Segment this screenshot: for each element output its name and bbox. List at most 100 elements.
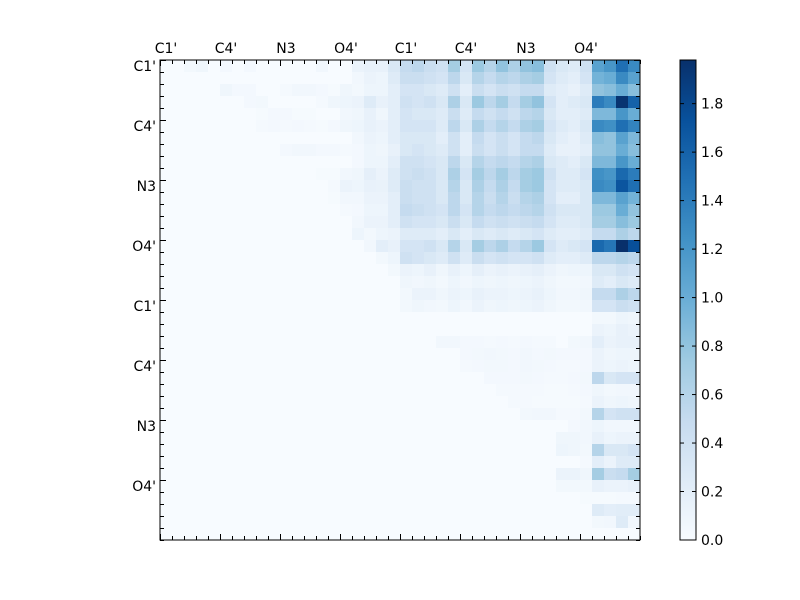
heatmap-cell (292, 144, 305, 157)
heatmap-cell (460, 312, 473, 325)
heatmap-cell (448, 480, 461, 493)
heatmap-cell (484, 336, 497, 349)
heatmap-cell (160, 444, 173, 457)
heatmap-cell (628, 180, 641, 193)
heatmap-cell (268, 480, 281, 493)
heatmap-cell (628, 456, 641, 469)
heatmap-cell (196, 300, 209, 313)
heatmap-cell (484, 108, 497, 121)
heatmap-cell (532, 504, 545, 517)
heatmap-cell (532, 132, 545, 145)
heatmap-cell (376, 168, 389, 181)
heatmap-cell (304, 384, 317, 397)
heatmap-cell (184, 480, 197, 493)
heatmap-cell (532, 444, 545, 457)
heatmap-cell (520, 180, 533, 193)
heatmap-cell (412, 396, 425, 409)
heatmap-cell (604, 228, 617, 241)
heatmap-cell (304, 432, 317, 445)
heatmap-cell (340, 348, 353, 361)
heatmap-cell (604, 252, 617, 265)
heatmap-cell (316, 228, 329, 241)
heatmap-cell (412, 108, 425, 121)
heatmap-cell (340, 276, 353, 289)
heatmap-cell (256, 312, 269, 325)
heatmap-cell (280, 516, 293, 529)
colorbar-tick-label: 1.4 (701, 194, 723, 210)
heatmap-cell (556, 516, 569, 529)
heatmap-cell (448, 192, 461, 205)
heatmap-cell (196, 444, 209, 457)
heatmap-cell (196, 120, 209, 133)
heatmap-cell (448, 300, 461, 313)
heatmap-cell (280, 120, 293, 133)
heatmap-cell (184, 456, 197, 469)
heatmap-cell (448, 288, 461, 301)
colorbar-tick-label: 0.6 (701, 388, 723, 404)
heatmap-cell (496, 516, 509, 529)
heatmap-cell (352, 432, 365, 445)
heatmap-cell (196, 432, 209, 445)
heatmap-cell (220, 132, 233, 145)
heatmap-cell (184, 252, 197, 265)
heatmap-cell (628, 252, 641, 265)
heatmap-cell (628, 96, 641, 109)
heatmap-cell (424, 84, 437, 97)
heatmap-cell (496, 108, 509, 121)
heatmap-cell (484, 360, 497, 373)
heatmap-cell (592, 180, 605, 193)
heatmap-cell (460, 336, 473, 349)
heatmap-cell (532, 528, 545, 541)
heatmap-cell (160, 288, 173, 301)
heatmap-cell (376, 516, 389, 529)
heatmap-cell (244, 516, 257, 529)
heatmap-cell (592, 432, 605, 445)
heatmap-cell (412, 432, 425, 445)
heatmap-cell (328, 384, 341, 397)
heatmap-cell (280, 180, 293, 193)
heatmap-cell (280, 276, 293, 289)
heatmap-cell (172, 180, 185, 193)
heatmap-cell (592, 168, 605, 181)
heatmap-cell (592, 252, 605, 265)
heatmap-cell (448, 468, 461, 481)
heatmap-cell (436, 120, 449, 133)
heatmap-cell (532, 108, 545, 121)
heatmap-cell (196, 264, 209, 277)
heatmap-cell (508, 180, 521, 193)
heatmap-cell (472, 252, 485, 265)
heatmap-cell (304, 108, 317, 121)
heatmap-cell (424, 396, 437, 409)
heatmap-cell (292, 372, 305, 385)
heatmap-cell (280, 444, 293, 457)
heatmap-cell (352, 240, 365, 253)
heatmap-cell (520, 240, 533, 253)
heatmap-cell (592, 348, 605, 361)
heatmap-cell (592, 240, 605, 253)
heatmap-cell (196, 108, 209, 121)
heatmap-cell (532, 348, 545, 361)
heatmap-cell (484, 444, 497, 457)
heatmap-cell (556, 108, 569, 121)
heatmap-cell (376, 84, 389, 97)
heatmap-cell (388, 492, 401, 505)
heatmap-cell (628, 300, 641, 313)
heatmap-cell (628, 132, 641, 145)
heatmap-cell (364, 528, 377, 541)
heatmap-cell (532, 396, 545, 409)
heatmap-cell (352, 276, 365, 289)
heatmap-cell (208, 204, 221, 217)
heatmap-cell (364, 360, 377, 373)
heatmap-cell (604, 108, 617, 121)
heatmap-cell (472, 372, 485, 385)
heatmap-cell (556, 360, 569, 373)
heatmap-cell (532, 456, 545, 469)
colorbar (679, 59, 697, 541)
heatmap-cell (292, 300, 305, 313)
heatmap-cell (472, 288, 485, 301)
heatmap-cell (448, 60, 461, 73)
heatmap-cell (292, 420, 305, 433)
heatmap-cell (628, 492, 641, 505)
heatmap-cell (508, 528, 521, 541)
heatmap-cell (508, 228, 521, 241)
